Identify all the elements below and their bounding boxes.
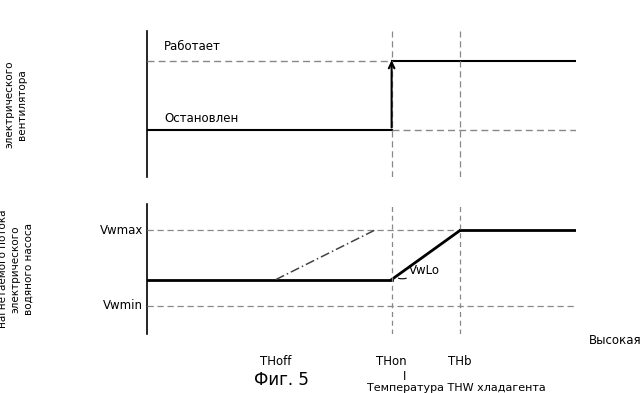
Text: THb: THb (449, 355, 472, 368)
Text: Остановлен: Остановлен (164, 112, 239, 125)
Text: Фиг. 5: Фиг. 5 (254, 371, 309, 389)
Text: I: I (403, 370, 406, 383)
Text: Температура THW хладагента: Температура THW хладагента (367, 383, 545, 393)
Text: Рабочее состояние
электрического
вентилятора: Рабочее состояние электрического вентиля… (0, 52, 27, 156)
Text: Высокая: Высокая (589, 334, 640, 347)
Text: Работает: Работает (164, 40, 221, 53)
Text: Vwmax: Vwmax (100, 224, 143, 237)
Text: Vwmin: Vwmin (103, 299, 143, 312)
Text: THon: THon (376, 355, 407, 368)
Text: THoff: THoff (260, 355, 292, 368)
Text: Скорость Vw
нагнетаемого потока
электрического
водяного насоса: Скорость Vw нагнетаемого потока электрич… (0, 210, 33, 329)
Text: VwLo: VwLo (409, 264, 440, 277)
